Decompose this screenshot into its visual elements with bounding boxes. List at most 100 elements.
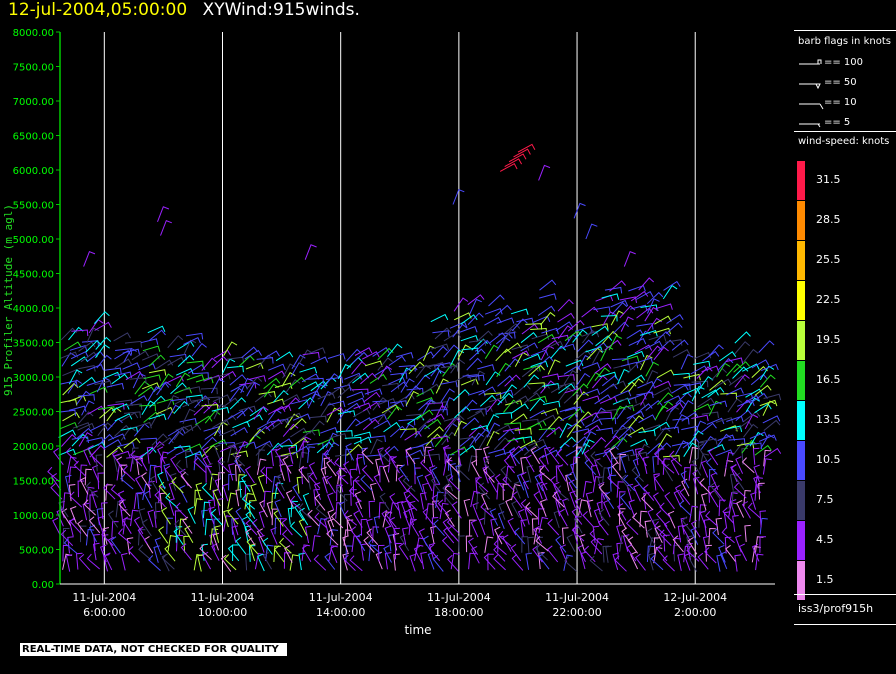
wind-barb <box>513 527 526 545</box>
speed-label: 1.5 <box>816 573 834 586</box>
wind-barb <box>202 551 212 570</box>
wind-barb <box>279 455 286 472</box>
wind-barb <box>326 529 339 546</box>
wind-barb <box>140 437 158 445</box>
wind-barb <box>211 406 230 414</box>
wind-barb <box>753 464 760 483</box>
wind-barb <box>253 425 271 438</box>
wind-barb <box>652 492 663 510</box>
wind-barb <box>352 408 371 418</box>
wind-barb <box>79 476 89 495</box>
wind-barb <box>354 347 373 356</box>
wind-barb <box>665 322 683 334</box>
wind-barb <box>256 528 266 546</box>
wind-barb <box>452 323 468 338</box>
wind-barb <box>184 443 203 452</box>
wind-barb <box>759 510 767 528</box>
wind-barb <box>314 512 328 529</box>
wind-barb <box>195 415 213 426</box>
wind-barb <box>728 492 738 509</box>
wind-barb <box>148 329 166 341</box>
wind-barb <box>612 454 630 462</box>
wind-barb <box>161 553 175 570</box>
wind-barb <box>271 508 279 526</box>
wind-barb <box>432 554 444 572</box>
wind-barb <box>600 345 614 362</box>
wind-barb <box>156 437 174 448</box>
wind-barb <box>583 545 596 563</box>
wind-barb <box>758 482 765 500</box>
wind-barb <box>451 501 462 519</box>
wind-barb <box>79 525 87 543</box>
speed-label: 22.5 <box>816 293 841 306</box>
wind-barb <box>686 535 693 553</box>
wind-barb <box>240 377 254 394</box>
wind-barb <box>422 482 429 501</box>
wind-barb <box>637 380 655 389</box>
wind-barb <box>227 544 240 562</box>
wind-barb <box>657 400 674 415</box>
wind-barb <box>301 544 312 563</box>
wind-barb <box>640 304 658 311</box>
wind-barb <box>369 482 377 501</box>
wind-barb <box>383 545 393 563</box>
wind-barb <box>735 534 742 553</box>
wind-barb <box>528 419 547 429</box>
wind-barb <box>734 554 741 572</box>
wind-barb <box>431 494 442 512</box>
wind-barb <box>478 482 490 500</box>
wind-barb <box>282 394 301 403</box>
wind-barb <box>187 506 196 524</box>
wind-barb <box>582 511 595 528</box>
wind-barb <box>555 498 562 517</box>
wind-barb <box>700 492 708 511</box>
wind-barb <box>81 400 95 416</box>
wind-barb <box>405 449 424 458</box>
wind-barb <box>520 342 538 352</box>
wind-barb <box>611 405 626 421</box>
wind-barb <box>670 457 680 476</box>
wind-barb <box>402 527 409 545</box>
wind-barb <box>307 347 326 355</box>
wind-barb <box>539 279 557 291</box>
wind-barb <box>60 327 78 341</box>
wind-barb <box>373 515 381 534</box>
wind-barb <box>413 545 423 564</box>
wind-barb <box>122 348 141 356</box>
wind-barb <box>285 490 294 508</box>
wind-barb <box>142 345 161 352</box>
wind-barb <box>160 457 167 475</box>
wind-barb <box>440 388 455 403</box>
wind-barb <box>231 525 239 544</box>
wind-barb <box>387 343 403 358</box>
wind-barb <box>345 418 361 432</box>
wind-barb <box>260 466 273 483</box>
wind-barb <box>648 334 667 342</box>
wind-barb <box>763 449 772 467</box>
wind-barb <box>667 510 676 529</box>
wind-barb <box>173 527 184 545</box>
wind-barb <box>639 354 653 371</box>
wind-barb <box>232 544 239 561</box>
wind-barb <box>120 552 128 571</box>
wind-barb <box>754 384 772 396</box>
wind-barb <box>420 458 433 475</box>
wind-barb <box>474 339 492 352</box>
wind-barb <box>612 321 629 335</box>
wind-barb <box>65 554 73 572</box>
wind-barb <box>435 378 449 394</box>
wind-barb <box>82 502 90 521</box>
wind-barb <box>724 425 743 433</box>
wind-barb <box>212 372 231 380</box>
wind-barb <box>530 327 548 335</box>
wind-barb <box>211 355 228 369</box>
x-tick-time: 22:00:00 <box>552 606 601 619</box>
wind-barb <box>483 458 496 476</box>
wind-barb <box>626 410 645 419</box>
wind-barb <box>130 395 148 405</box>
wind-barb <box>547 518 560 536</box>
wind-barb <box>628 401 646 409</box>
wind-barb <box>213 349 232 359</box>
wind-barb <box>533 526 543 544</box>
wind-barb <box>99 544 107 563</box>
